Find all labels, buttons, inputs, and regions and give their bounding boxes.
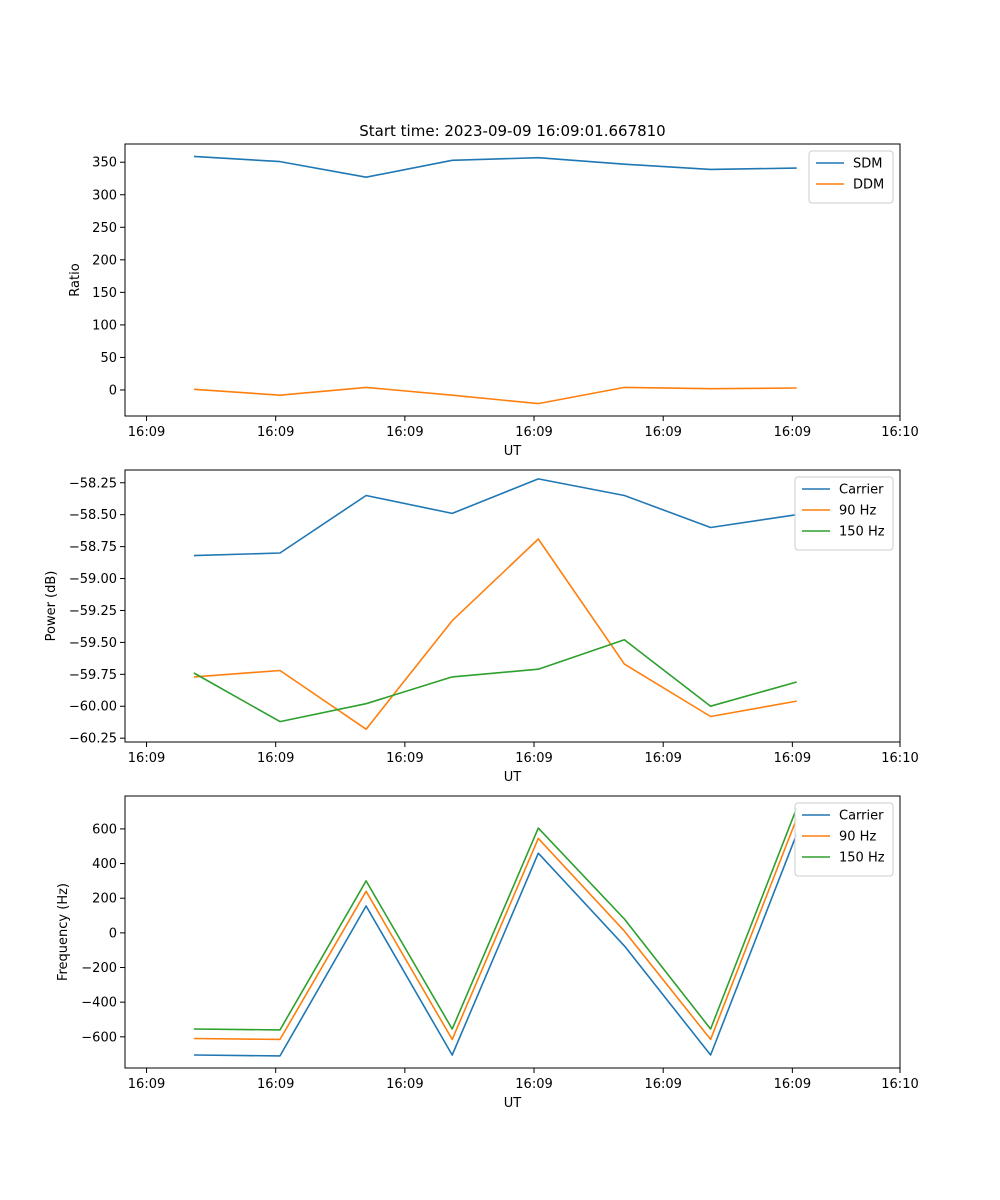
ratio-y-tick-label: 50 (100, 351, 117, 366)
ratio-y-tick-label: 200 (92, 253, 117, 268)
ratio-x-tick-label: 16:09 (128, 425, 165, 440)
ratio-x-tick-label: 16:09 (386, 425, 423, 440)
power-series-carrier-line (193, 478, 797, 557)
power-legend-label: Carrier (839, 483, 884, 498)
ratio-legend: SDM DDM (808, 150, 894, 204)
ratio-x-tick-label: 16:09 (257, 425, 294, 440)
power-legend-label: 150 Hz (839, 525, 885, 540)
frequency-y-axis-label: Frequency (Hz) (56, 883, 71, 981)
figure-title: Start time: 2023-09-09 16:09:01.667810 (359, 122, 665, 140)
power-y-tick-label: −59.50 (69, 636, 117, 651)
frequency-y-tick-label: −600 (81, 1030, 117, 1045)
frequency-y-tick-label: −200 (81, 961, 117, 976)
power-y-tick-label: −60.25 (69, 732, 117, 747)
frequency-x-tick-label: 16:09 (386, 1077, 423, 1092)
frequency-x-tick-label: 16:09 (257, 1077, 294, 1092)
frequency-x-tick-label: 16:09 (644, 1077, 681, 1092)
ratio-y-tick-label: 300 (92, 188, 117, 203)
ratio-x-tick-label: 16:10 (881, 425, 918, 440)
ratio-legend-label: SDM (853, 157, 882, 172)
ratio-x-axis-label: UT (504, 444, 522, 459)
power-x-tick-label: 16:09 (257, 751, 294, 766)
power-x-tick-label: 16:09 (386, 751, 423, 766)
power-y-tick-label: −59.75 (69, 668, 117, 683)
ratio-axes-frame (124, 143, 901, 417)
ratio-y-tick-label: 150 (92, 286, 117, 301)
ratio-series-sdm-line (193, 155, 797, 178)
ratio-x-tick-label: 16:09 (515, 425, 552, 440)
frequency-chart: 16:09 16:09 16:09 16:09 16:09 16:09 16:10 −600 −… (56, 795, 919, 1111)
ratio-x-tick-label: 16:09 (774, 425, 811, 440)
ratio-x-tick-label: 16:09 (644, 425, 681, 440)
ratio-series-ddm-line (193, 386, 797, 405)
ratio-legend-label: DDM (853, 178, 884, 193)
frequency-y-tick-label: 0 (109, 926, 117, 941)
frequency-y-tick-label: 200 (92, 892, 117, 907)
frequency-series-150-hz-line (193, 807, 798, 1031)
ratio-y-tick-label: 100 (92, 318, 117, 333)
frequency-x-tick-label: 16:10 (881, 1077, 918, 1092)
frequency-x-tick-label: 16:09 (515, 1077, 552, 1092)
power-series-90-hz-line (193, 538, 797, 731)
frequency-x-axis-label: UT (504, 1096, 522, 1111)
power-y-tick-label: −59.25 (69, 604, 117, 619)
frequency-series-carrier-line (193, 833, 798, 1057)
power-axes-frame (124, 469, 901, 743)
power-legend: Carrier 90 Hz 150 Hz (794, 476, 894, 551)
power-chart: 16:09 16:09 16:09 16:09 16:09 16:09 16:10 −60.2… (44, 469, 919, 785)
power-y-tick-label: −60.00 (69, 700, 117, 715)
power-x-tick-label: 16:09 (128, 751, 165, 766)
ratio-y-tick-label: 350 (92, 156, 117, 171)
power-x-tick-label: 16:09 (644, 751, 681, 766)
power-y-axis-label: Power (dB) (44, 571, 59, 642)
ratio-legend-box (808, 150, 894, 204)
power-x-tick-label: 16:10 (881, 751, 918, 766)
frequency-x-tick-label: 16:09 (128, 1077, 165, 1092)
ratio-chart: 16:09 16:09 16:09 16:09 16:09 16:09 16:10 0 50 10… (68, 143, 919, 459)
frequency-legend-label: 90 Hz (839, 830, 876, 845)
power-y-tick-label: −59.00 (69, 572, 117, 587)
power-x-axis-label: UT (504, 770, 522, 785)
ratio-y-tick-label: 250 (92, 221, 117, 236)
frequency-x-tick-label: 16:09 (774, 1077, 811, 1092)
frequency-legend-label: 150 Hz (839, 851, 885, 866)
frequency-series-90-hz-line (193, 818, 798, 1041)
frequency-legend: Carrier 90 Hz 150 Hz (794, 802, 894, 877)
frequency-y-tick-label: 400 (92, 857, 117, 872)
frequency-legend-label: Carrier (839, 809, 884, 824)
power-y-tick-label: −58.25 (69, 476, 117, 491)
ratio-y-tick-label: 0 (109, 383, 117, 398)
power-x-tick-label: 16:09 (774, 751, 811, 766)
power-y-tick-label: −58.75 (69, 540, 117, 555)
power-y-tick-label: −58.50 (69, 508, 117, 523)
power-x-tick-label: 16:09 (515, 751, 552, 766)
power-legend-label: 90 Hz (839, 504, 876, 519)
frequency-y-tick-label: −400 (81, 996, 117, 1011)
ratio-y-axis-label: Ratio (68, 263, 83, 296)
power-series-150-hz-line (193, 638, 797, 723)
frequency-axes-frame (124, 795, 901, 1069)
frequency-y-tick-label: 600 (92, 822, 117, 837)
